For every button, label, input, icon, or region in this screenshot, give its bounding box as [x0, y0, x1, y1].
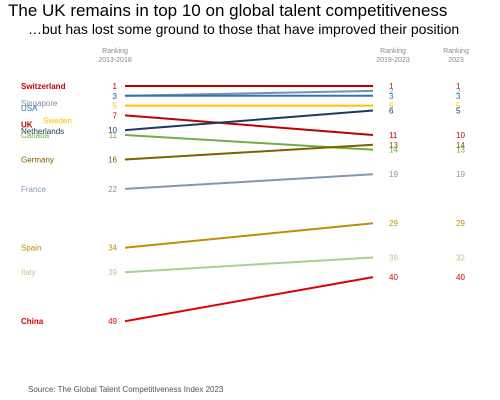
series-line-germany	[124, 143, 374, 161]
rank-label-2023-italy: 32	[456, 254, 465, 263]
country-label-italy: Italy	[21, 268, 36, 277]
rank-label-2013-2018-canada: 11	[109, 131, 118, 140]
rank-label-2013-2018-france: 22	[108, 185, 117, 194]
rank-label-2019-2023-switzerland: 1	[389, 82, 394, 91]
series-line-italy	[124, 256, 374, 274]
rank-label-2019-2023-usa: 3	[389, 92, 394, 101]
rank-label-2013-2018-italy: 39	[108, 268, 117, 277]
column-header-2013-2018: Ranking 2013-2018	[98, 48, 132, 64]
rank-label-2019-2023-germany: 13	[389, 141, 398, 150]
rank-label-2019-2023-china: 40	[389, 273, 398, 282]
rank-label-2019-2023-italy: 36	[389, 254, 398, 263]
rank-label-2013-2018-singapore: 3	[113, 92, 118, 101]
rank-label-2013-2018-uk: 7	[113, 111, 118, 120]
rank-label-2023-spain: 29	[456, 219, 465, 228]
series-line-netherlands	[124, 109, 374, 132]
rank-label-2023-switzerland: 1	[456, 82, 461, 91]
series-line-uk	[124, 114, 374, 136]
rank-label-2013-2018-germany: 16	[108, 156, 117, 165]
rank-label-2019-2023-spain: 29	[389, 219, 398, 228]
rank-label-2013-2018-spain: 34	[108, 244, 117, 253]
country-label-netherlands: Netherlands	[21, 127, 64, 136]
source-note: Source: The Global Talent Competitivenes…	[28, 385, 224, 394]
series-line-france	[124, 173, 374, 190]
chart-subtitle: …but has lost some ground to those that …	[28, 21, 460, 37]
rank-label-2019-2023-uk: 11	[389, 131, 398, 140]
country-label-china: China	[21, 317, 44, 326]
rank-label-2013-2018-netherlands: 10	[108, 126, 117, 135]
rank-label-2023-sweden: 5	[456, 102, 461, 111]
series-line-spain	[124, 222, 374, 249]
country-label-germany: Germany	[21, 156, 54, 165]
country-label-uk: UK	[21, 120, 33, 129]
chart-title: The UK remains in top 10 on global talen…	[8, 1, 448, 20]
rank-label-2013-2018-switzerland: 1	[113, 82, 118, 91]
country-label-usa: USA	[21, 104, 38, 113]
country-label-singapore: Singapore	[21, 99, 58, 108]
rank-label-2019-2023-canada: 14	[389, 146, 398, 155]
rank-label-2019-2023-singapore: 2	[389, 87, 394, 96]
country-label-canada: Canada	[21, 131, 50, 140]
rank-label-2013-2018-usa: 3	[113, 92, 118, 101]
rank-label-2019-2023-france: 19	[389, 170, 398, 179]
country-label-switzerland: Switzerland	[21, 82, 66, 91]
rank-label-2023-china: 40	[456, 273, 465, 282]
country-label-sweden: Sweden	[43, 117, 72, 126]
rank-label-2023-netherlands: 5	[456, 107, 461, 116]
rank-label-2013-2018-china: 49	[108, 317, 117, 326]
rank-label-2019-2023-sweden: 5	[389, 102, 394, 111]
rank-label-2023-uk: 10	[456, 131, 465, 140]
rank-label-2023-usa: 3	[456, 92, 461, 101]
rank-label-2013-2018-sweden: 5	[113, 102, 118, 111]
column-header-2023: Ranking 2023	[443, 48, 469, 64]
country-label-france: France	[21, 185, 46, 194]
rank-label-2023-singapore: 2	[456, 87, 461, 96]
rank-label-2019-2023-netherlands: 6	[389, 107, 394, 116]
country-label-spain: Spain	[21, 244, 41, 253]
column-header-2019-2023: Ranking 2019-2023	[376, 48, 410, 64]
series-line-china	[124, 276, 374, 323]
rank-label-2023-canada: 13	[456, 146, 465, 155]
rank-label-2023-germany: 14	[456, 141, 465, 150]
rank-label-2023-france: 19	[456, 170, 465, 179]
